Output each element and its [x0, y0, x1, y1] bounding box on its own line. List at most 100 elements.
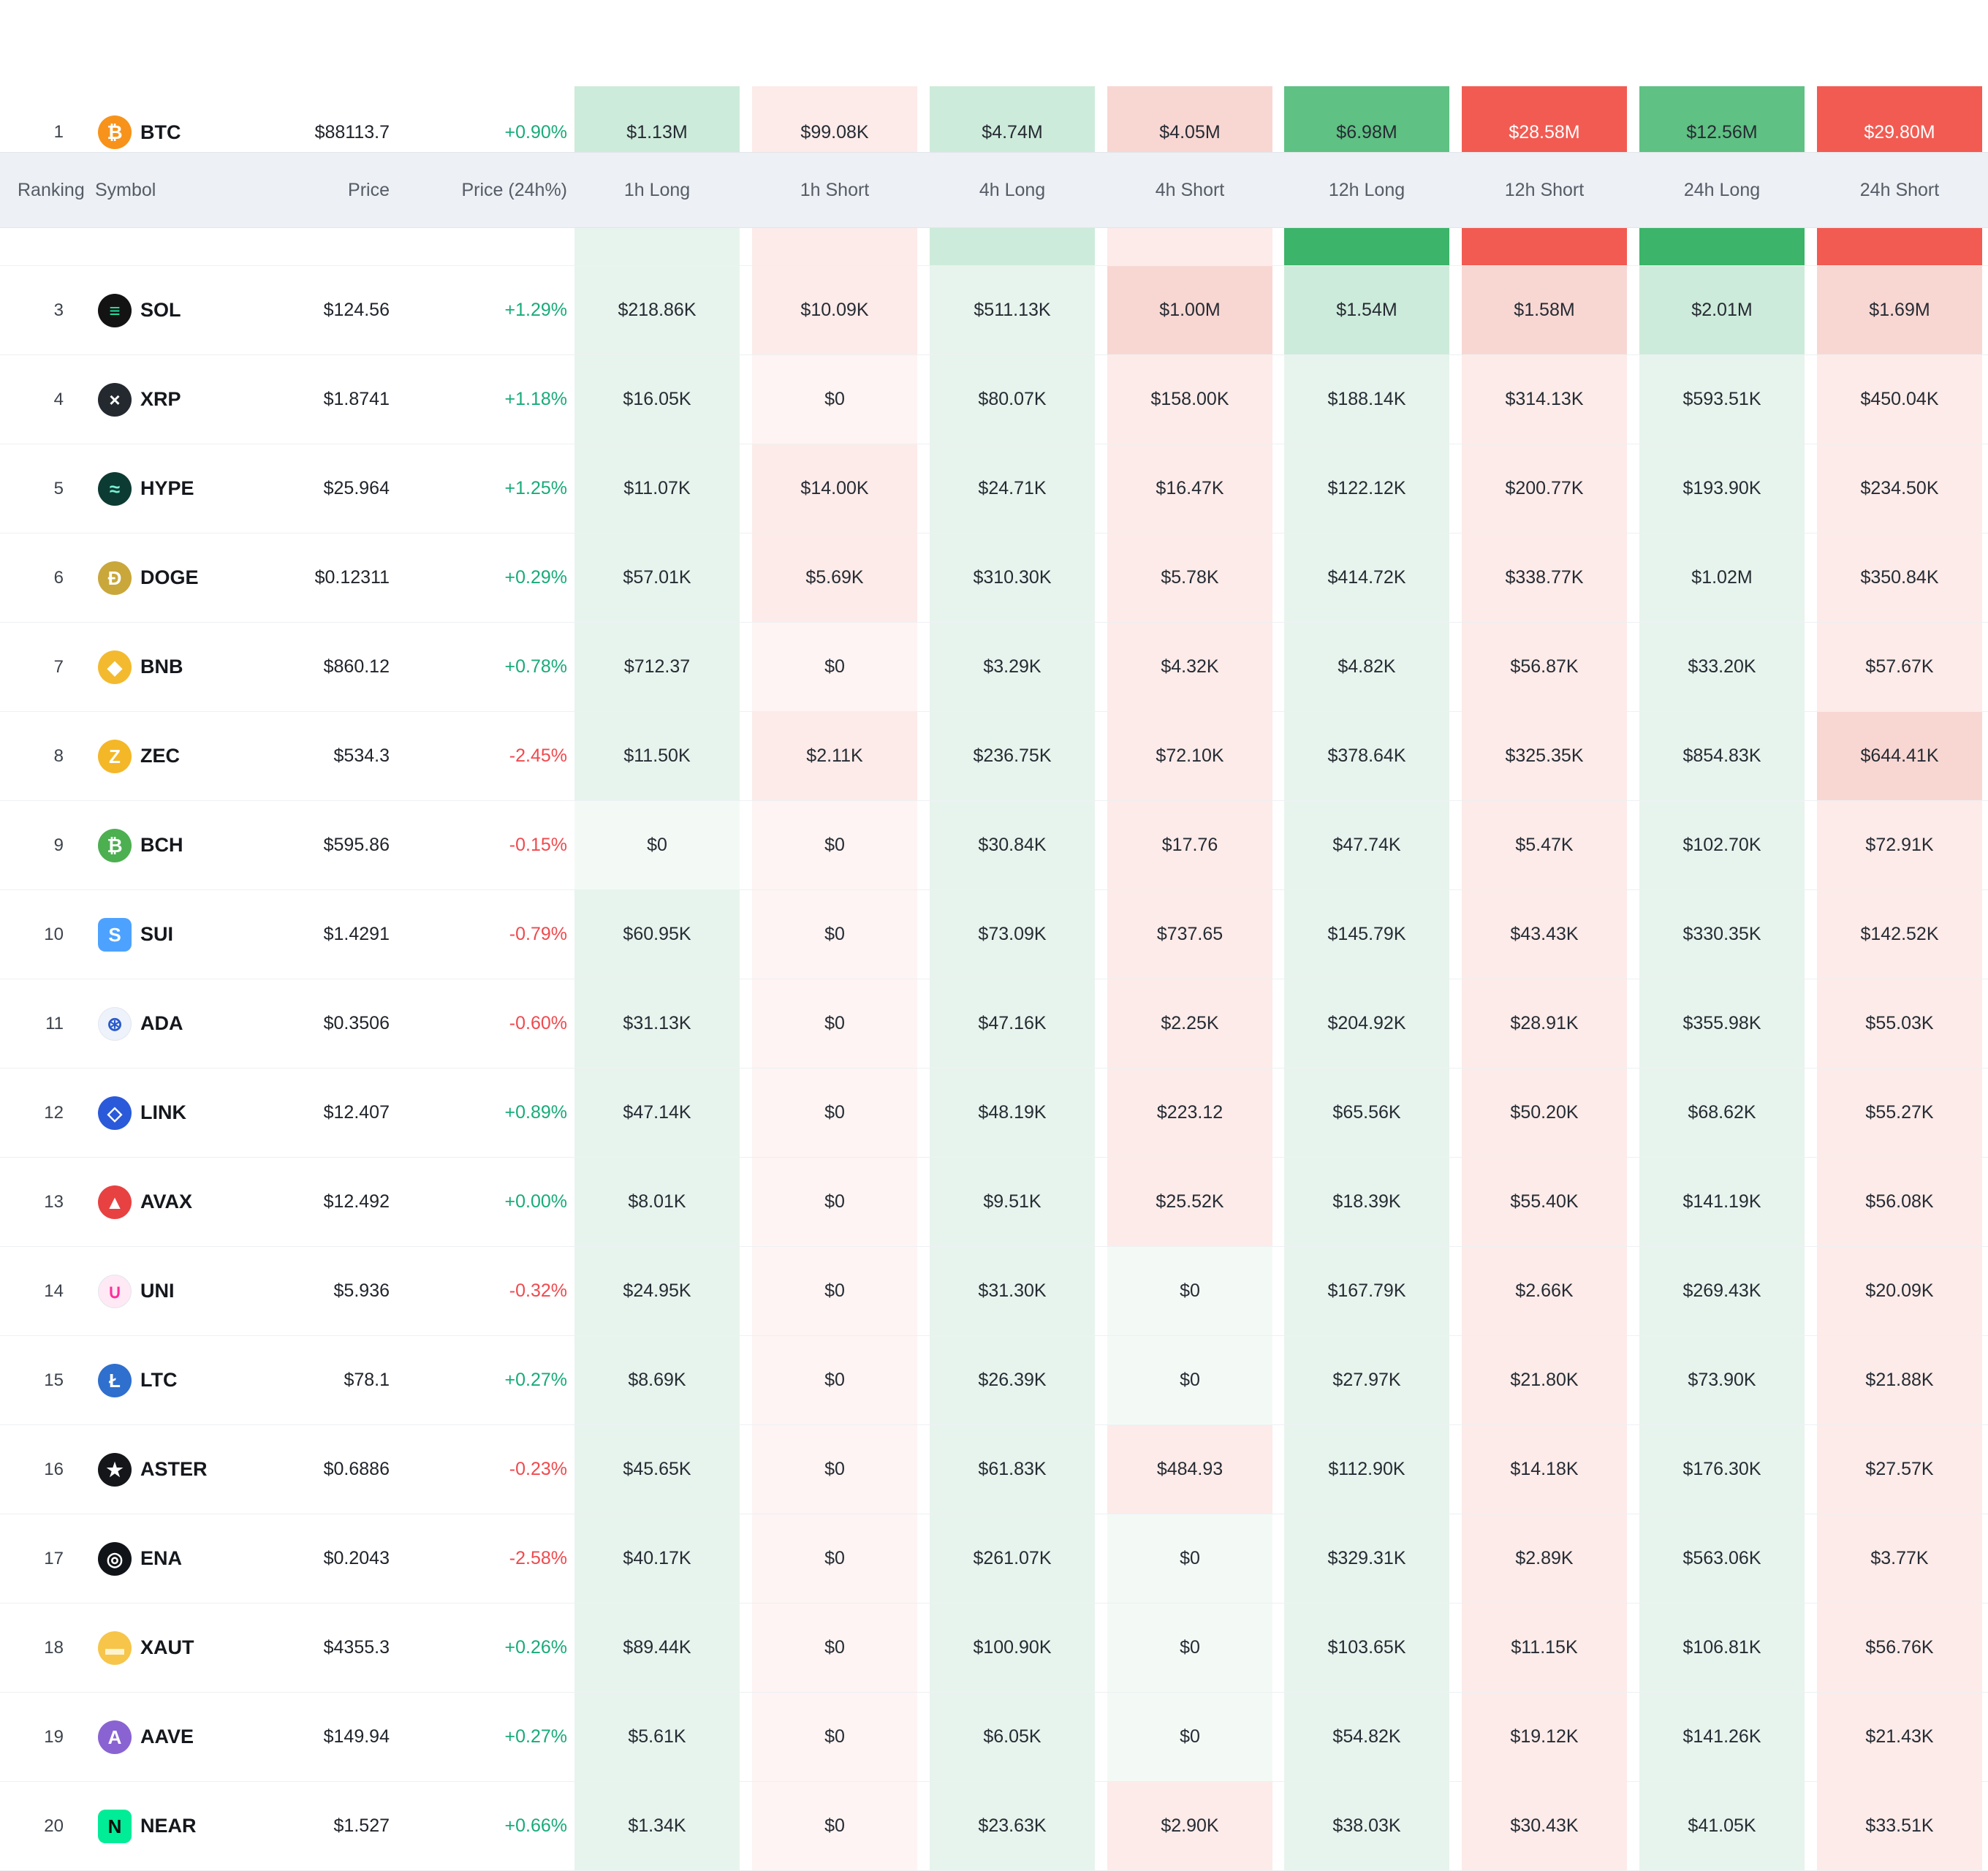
coin-row[interactable]: [0, 228, 1988, 265]
heat-cell-1h-long: $45.65K: [574, 1425, 740, 1514]
change-cell: -0.60%: [509, 1013, 567, 1033]
ranking-cell: 10: [44, 924, 64, 944]
heat-cell-1h-short: $0: [752, 979, 917, 1068]
coin-row-doge[interactable]: 6 Ð DOGE $0.12311 +0.29% $57.01K $5.69K $310.30…: [0, 534, 1988, 623]
heat-cell-24h-short: $56.08K: [1817, 1158, 1982, 1246]
ranking-cell: 9: [53, 835, 64, 855]
coin-icon-wrap: ◎: [98, 1514, 132, 1603]
heat-cell-12h-short: $14.18K: [1462, 1425, 1627, 1514]
column-header-price-24h[interactable]: Price (24h%): [461, 179, 568, 200]
coin-row-bnb[interactable]: 7 ◆ BNB $860.12 +0.78% $712.37 $0 $3.29K $4.32K $…: [0, 623, 1988, 712]
coin-row-sui[interactable]: 10 S SUI $1.4291 -0.79% $60.95K $0 $73.09K $737.…: [0, 890, 1988, 979]
coin-row-link[interactable]: 12 ◇ LINK $12.407 +0.89% $47.14K $0 $48.19K $223…: [0, 1069, 1988, 1158]
heat-cell-24h-long: $854.83K: [1639, 712, 1805, 800]
column-header-price[interactable]: Price: [348, 179, 390, 200]
coin-row-uni[interactable]: 14 ∪ UNI $5.936 -0.32% $24.95K $0 $31.30K $0 $167…: [0, 1247, 1988, 1336]
heat-cell-1h-short: $0: [752, 1782, 917, 1870]
heat-cell-1h-long: $218.86K: [574, 266, 740, 354]
heat-cell-4h-long: $30.84K: [930, 801, 1095, 889]
column-header-1h-short[interactable]: 1h Short: [800, 179, 870, 200]
coin-row-btc[interactable]: 1 ₿ BTC $88113.7 +0.90% $1.13M $99.08K $4.74M $4…: [0, 86, 1988, 178]
coin-row-ada[interactable]: 11 ⊛ ADA $0.3506 -0.60% $31.13K $0 $47.16K $2.25…: [0, 979, 1988, 1069]
change-cell: +1.25%: [504, 478, 568, 498]
coin-row-xrp[interactable]: 4 × XRP $1.8741 +1.18% $16.05K $0 $80.07K $158.0…: [0, 355, 1988, 444]
heat-cell-4h-short: $2.25K: [1107, 979, 1272, 1068]
price-cell: $4355.3: [323, 1637, 390, 1658]
change-cell: -2.45%: [509, 745, 567, 766]
heat-cell-12h-long: $27.97K: [1284, 1336, 1449, 1424]
price-cell: $149.94: [323, 1726, 390, 1747]
coin-row-near[interactable]: 20 N NEAR $1.527 +0.66% $1.34K $0 $23.63K $2.90K…: [0, 1782, 1988, 1871]
heat-cell-4h-short: $16.47K: [1107, 444, 1272, 533]
column-header-24h-long[interactable]: 24h Long: [1683, 179, 1761, 200]
heat-cell-24h-long: $33.20K: [1639, 623, 1805, 711]
change-cell: -0.15%: [509, 835, 567, 855]
heat-cell-4h-short: $484.93: [1107, 1425, 1272, 1514]
coin-icon-wrap: ▲: [98, 1158, 132, 1246]
heat-cell-1h-long: $31.13K: [574, 979, 740, 1068]
heat-cell-4h-long: $23.63K: [930, 1782, 1095, 1870]
ranking-cell: 20: [44, 1815, 64, 1836]
heat-cell-1h-long: $11.50K: [574, 712, 740, 800]
column-header-4h-long[interactable]: 4h Long: [979, 179, 1046, 200]
ranking-cell: 12: [44, 1102, 64, 1123]
coin-row-sol[interactable]: 3 ≡ SOL $124.56 +1.29% $218.86K $10.09K $511.13…: [0, 266, 1988, 355]
heat-cell-24h-long: $106.81K: [1639, 1604, 1805, 1692]
heat-cell-24h-short: $57.67K: [1817, 623, 1982, 711]
price-cell: $25.964: [323, 478, 390, 498]
change-cell: +0.90%: [504, 121, 568, 143]
symbol-label: LTC: [140, 1369, 178, 1391]
heat-cell-24h-short: $234.50K: [1817, 444, 1982, 533]
coin-row-avax[interactable]: 13 ▲ AVAX $12.492 +0.00% $8.01K $0 $9.51K $25.52…: [0, 1158, 1988, 1247]
coin-icon-wrap: Ð: [98, 534, 132, 622]
heat-cell-4h-short: $17.76: [1107, 801, 1272, 889]
column-header-4h-short[interactable]: 4h Short: [1155, 179, 1225, 200]
heat-cell-24h-short: $1.69M: [1817, 266, 1982, 354]
ranking-cell: 14: [44, 1280, 64, 1301]
heat-cell-12h-long: $65.56K: [1284, 1069, 1449, 1157]
ranking-cell: 8: [53, 745, 64, 766]
coin-row-hype[interactable]: 5 ≈ HYPE $25.964 +1.25% $11.07K $14.00K $24.71K…: [0, 444, 1988, 534]
ranking-cell: 17: [44, 1548, 64, 1568]
bnb-coin-icon: ◆: [98, 650, 132, 684]
heat-cell-1h-long: $57.01K: [574, 534, 740, 622]
heat-cell-1h-long: $16.05K: [574, 355, 740, 444]
price-cell: $12.492: [323, 1191, 390, 1212]
heat-cell-4h-long: [930, 228, 1095, 265]
heat-cell-4h-short: $737.65: [1107, 890, 1272, 979]
coin-row-xaut[interactable]: 18 ▬ XAUT $4355.3 +0.26% $89.44K $0 $100.90K $0 $…: [0, 1604, 1988, 1693]
coin-row-aster[interactable]: 16 ★ ASTER $0.6886 -0.23% $45.65K $0 $61.83K $48…: [0, 1425, 1988, 1514]
column-header-12h-short[interactable]: 12h Short: [1504, 179, 1585, 200]
heat-cell-12h-short: $1.58M: [1462, 266, 1627, 354]
coin-icon-wrap: Ł: [98, 1336, 132, 1424]
ranking-cell: 18: [44, 1637, 64, 1658]
price-cell: $534.3: [333, 745, 390, 766]
symbol-label: HYPE: [140, 477, 194, 499]
column-header-ranking[interactable]: Ranking: [18, 179, 85, 200]
symbol-label: UNI: [140, 1280, 175, 1302]
aster-coin-icon: ★: [98, 1452, 132, 1487]
coin-row-bch[interactable]: 9 ₿ BCH $595.86 -0.15% $0 $0 $30.84K $17.76 $47.7…: [0, 801, 1988, 890]
heat-cell-24h-short: $56.76K: [1817, 1604, 1982, 1692]
column-header-24h-short[interactable]: 24h Short: [1859, 179, 1940, 200]
heat-cell-4h-long: $26.39K: [930, 1336, 1095, 1424]
coin-row-zec[interactable]: 8 Z ZEC $534.3 -2.45% $11.50K $2.11K $236.75K $7…: [0, 712, 1988, 801]
heat-cell-4h-long: $261.07K: [930, 1514, 1095, 1603]
heat-cell-24h-short: $644.41K: [1817, 712, 1982, 800]
coin-icon-wrap: ×: [98, 355, 132, 444]
heat-cell-4h-short: $0: [1107, 1514, 1272, 1603]
heat-cell-24h-long: $1.02M: [1639, 534, 1805, 622]
coin-row-ltc[interactable]: 15 Ł LTC $78.1 +0.27% $8.69K $0 $26.39K $0 $27.97…: [0, 1336, 1988, 1425]
coin-row-ena[interactable]: 17 ◎ ENA $0.2043 -2.58% $40.17K $0 $261.07K $0 $3…: [0, 1514, 1988, 1604]
column-header-12h-long[interactable]: 12h Long: [1328, 179, 1405, 200]
heat-cell-1h-long: [574, 228, 740, 265]
column-header-symbol[interactable]: Symbol: [95, 179, 156, 200]
symbol-label: SUI: [140, 923, 174, 945]
heat-cell-24h-short: $21.88K: [1817, 1336, 1982, 1424]
heat-cell-12h-short: $28.91K: [1462, 979, 1627, 1068]
column-header-1h-long[interactable]: 1h Long: [623, 179, 691, 200]
coin-icon-wrap: ≡: [98, 266, 132, 354]
pinned-row-container: 1 ₿ BTC $88113.7 +0.90% $1.13M $99.08K $4.74M $4…: [0, 86, 1988, 178]
coin-row-aave[interactable]: 19 A AAVE $149.94 +0.27% $5.61K $0 $6.05K $0 $54.…: [0, 1693, 1988, 1782]
table-body: 3 ≡ SOL $124.56 +1.29% $218.86K $10.09K $511.13…: [0, 266, 1988, 1871]
